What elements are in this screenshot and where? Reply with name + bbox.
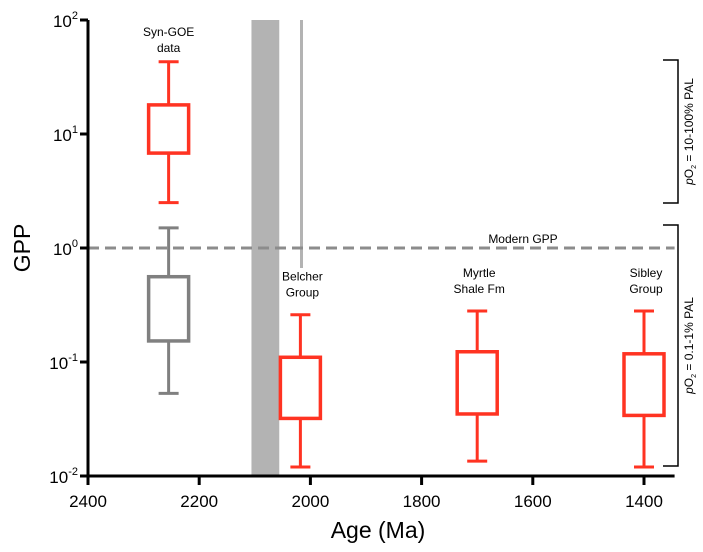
y-tick-label: 102 (53, 10, 78, 31)
box-label: Shale Fm (454, 282, 505, 296)
y-tick-base: 10 (53, 126, 72, 145)
y-tick-base: 10 (53, 12, 72, 31)
box-label: Myrtle (463, 266, 496, 280)
y-tick-base: 10 (49, 354, 68, 373)
y-tick-exponent: 0 (72, 238, 78, 250)
y-tick-label: 101 (53, 124, 78, 145)
x-tick-label: 2000 (291, 492, 329, 511)
x-axis-label: Age (Ma) (331, 517, 426, 543)
box-label: Group (286, 286, 320, 300)
pO2-bracket (663, 59, 679, 204)
modern-gpp-label: Modern GPP (488, 232, 557, 246)
y-tick-label: 100 (53, 238, 78, 259)
box-label: Belcher (282, 270, 323, 284)
box-plot-0: Syn-GOE data (143, 25, 194, 205)
box (622, 352, 666, 418)
x-tick-label: 1600 (514, 492, 552, 511)
label-main: O (682, 169, 696, 178)
box-label: Sibley (630, 266, 663, 280)
label-main: O (682, 378, 696, 387)
box (146, 274, 191, 343)
box-label: Group (629, 282, 663, 296)
y-tick-label: 10-2 (49, 466, 78, 487)
label-italic: p (682, 387, 696, 395)
x-tick-label: 1800 (403, 492, 441, 511)
label-rest: = 0.1-1% PAL (682, 297, 696, 374)
box-label: data (157, 41, 181, 55)
y-tick-exponent: 1 (72, 124, 78, 136)
y-axis-label: GPP (9, 224, 35, 273)
y-tick-exponent: -2 (68, 466, 78, 478)
label-subscript: 2 (691, 374, 698, 378)
pO2-bracket (663, 224, 679, 467)
box (146, 103, 191, 155)
box-plot-2: Belcher Group (278, 270, 323, 469)
x-tick-label: 2200 (180, 492, 218, 511)
y-tick-base: 10 (53, 240, 72, 259)
pO2-bracket-label: pO2 = 0.1-1% PAL (682, 297, 698, 395)
y-tick-exponent: 2 (72, 10, 78, 22)
box-plot-4: Sibley Group (622, 266, 666, 469)
pO2-bracket-label: pO2 = 10-100% PAL (682, 78, 698, 186)
x-tick-label: 2400 (69, 492, 107, 511)
y-tick-exponent: -1 (68, 352, 78, 364)
box (278, 355, 323, 421)
label-italic: p (682, 178, 696, 186)
label-rest: = 10-100% PAL (682, 78, 696, 165)
box-plot-1 (146, 226, 191, 395)
x-tick-label: 1400 (625, 492, 663, 511)
box-label: Syn-GOE (143, 25, 194, 39)
y-tick-base: 10 (49, 468, 68, 487)
y-tick-label: 10-1 (49, 352, 78, 373)
box (455, 350, 499, 416)
label-subscript: 2 (691, 165, 698, 169)
box-plot-3: Myrtle Shale Fm (454, 266, 505, 463)
